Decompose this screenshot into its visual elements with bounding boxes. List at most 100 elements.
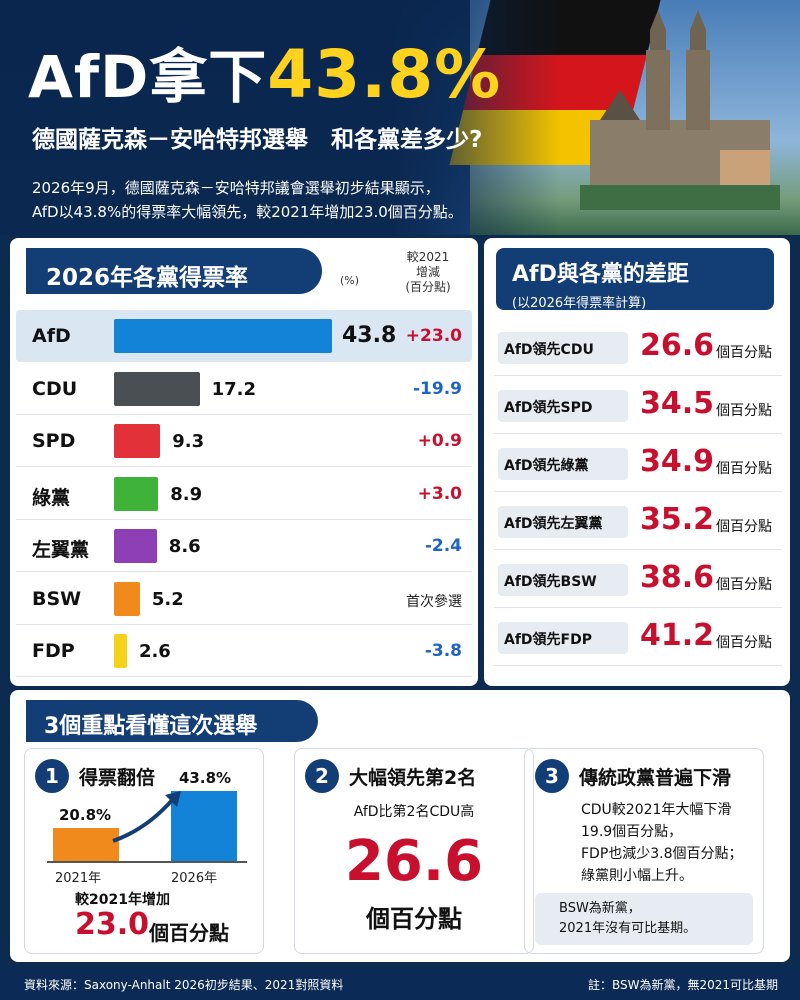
vote-share-value: 43.8 (342, 323, 397, 348)
decline-line-2: 19.9個百分點， (581, 824, 683, 840)
vote-share-bar (114, 371, 200, 406)
unit-label: (%) (340, 274, 360, 287)
change-header: 較2021 增減 (百分點) (388, 250, 468, 295)
party-row: 左翼黨 8.6 -2.4 (16, 520, 472, 572)
gap-value: 34.5 (640, 386, 715, 421)
axis-line (47, 861, 247, 863)
gap-row: AfD領先綠黨 34.9 個百分點 (494, 436, 782, 492)
gap-unit: 個百分點 (716, 519, 772, 535)
gap-unit: 個百分點 (716, 403, 772, 419)
vote-share-bar (114, 529, 157, 563)
party-name: 左翼黨 (32, 539, 90, 561)
party-row: BSW 5.2 首次參選 (16, 573, 472, 625)
header-banner: AfD拿下43.8% 德國薩克森－安哈特邦選舉 和各黨差多少? 2026年9月，… (0, 0, 800, 235)
vote-share-bar (114, 634, 127, 668)
gap-unit: 個百分點 (716, 577, 772, 593)
party-row: CDU 17.2 -19.9 (16, 363, 472, 415)
point-number-2: 2 (305, 759, 339, 793)
bsw-note-line-2: 2021年沒有可比基期。 (559, 921, 697, 936)
gap-subtitle: (以2026年得票率計算) (512, 296, 647, 311)
gap-row: AfD領先FDP 41.2 個百分點 (494, 610, 782, 666)
decline-line-3: FDP也減少3.8個百分點； (581, 846, 743, 862)
footer: 資料來源：Saxony-Anhalt 2026初步結果、2021對照資料 註：B… (0, 966, 800, 1000)
gap-row: AfD領先CDU 26.6 個百分點 (494, 320, 782, 376)
gap-row: AfD領先左翼黨 35.2 個百分點 (494, 494, 782, 550)
gap-unit: 個百分點 (716, 461, 772, 477)
gap-title-text: AfD與各黨的差距 (512, 262, 689, 287)
change-value: +23.0 (405, 326, 462, 346)
gap-label: AfD領先SPD (498, 390, 628, 422)
party-name: FDP (32, 640, 75, 662)
gap-unit: 個百分點 (716, 345, 772, 361)
bar-2026-label: 43.8% (179, 769, 232, 787)
gap-panel: AfD與各黨的差距 (以2026年得票率計算) AfD領先CDU 26.6 個百分點… (484, 238, 790, 686)
bsw-note-line-1: BSW為新黨， (559, 901, 641, 916)
gap-row: AfD領先SPD 34.5 個百分點 (494, 378, 782, 434)
party-name: CDU (32, 377, 78, 400)
party-name: 綠黨 (32, 486, 71, 509)
change-value: +3.0 (417, 483, 462, 504)
key-points-title: 3個重點看懂這次選舉 (26, 700, 318, 742)
intro-text: 2026年9月，德國薩克森－安哈特邦議會選舉初步結果顯示， AfD以43.8%的… (32, 176, 463, 224)
change-header-line-3: (百分點) (405, 280, 451, 294)
gap-value: 41.2 (640, 618, 715, 653)
change-value: 首次參選 (406, 593, 462, 610)
bar-2021 (53, 827, 119, 861)
party-row: 綠黨 8.9 +3.0 (16, 468, 472, 520)
card-2-title: 大幅領先第2名 (349, 767, 477, 789)
header-overlay (0, 0, 560, 235)
party-row: SPD 9.3 +0.9 (16, 415, 472, 467)
change-value: -3.8 (424, 641, 462, 661)
change-value: +0.9 (417, 431, 462, 451)
gap-label: AfD領先FDP (498, 622, 628, 654)
key-point-card-3: 3 傳統政黨普遍下滑 CDU較2021年大幅下滑 19.9個百分點， FDP也減… (524, 748, 764, 954)
year-2021-label: 2021年 (55, 871, 102, 886)
vote-share-bar (114, 424, 161, 458)
vote-share-value: 9.3 (172, 431, 205, 452)
change-header-line-1: 較2021 (406, 250, 450, 264)
party-name: SPD (32, 430, 76, 452)
card-3-title: 傳統政黨普遍下滑 (579, 767, 732, 789)
gap-label: AfD領先綠黨 (498, 448, 628, 480)
title-percentage: 43.8% (267, 36, 502, 113)
vote-share-panel: 2026年各黨得票率 (%) 較2021 增減 (百分點) AfD 43.8 +23… (10, 238, 478, 686)
party-name: AfD (32, 325, 71, 347)
change-value: -19.9 (413, 378, 462, 399)
decline-line-1: CDU較2021年大幅下滑 (581, 802, 732, 818)
intro-line-1: 2026年9月，德國薩克森－安哈特邦議會選舉初步結果顯示， (32, 179, 440, 197)
page-title: AfD拿下43.8% (28, 36, 502, 113)
bar-2026 (171, 791, 237, 861)
page-subtitle: 德國薩克森－安哈特邦選舉 和各黨差多少? (32, 127, 483, 153)
gap-value: 26.6 (640, 328, 715, 363)
vote-share-value: 2.6 (138, 641, 171, 662)
point-number-1: 1 (35, 759, 69, 793)
key-point-card-2: 2 大幅領先第2名 AfD比第2名CDU高 26.6 個百分點 (294, 748, 534, 954)
gap-label: AfD領先左翼黨 (498, 506, 628, 538)
vote-share-value: 17.2 (211, 378, 257, 400)
increase-value: 23.0 (75, 907, 150, 942)
bar-2021-label: 20.8% (59, 805, 112, 824)
point-number-3: 3 (535, 759, 569, 793)
lead-description: AfD比第2名CDU高 (353, 804, 475, 820)
gap-value: 34.9 (640, 444, 715, 479)
vote-share-bar (114, 581, 140, 616)
year-2026-label: 2026年 (171, 871, 218, 886)
vote-share-title: 2026年各黨得票率 (26, 248, 322, 294)
party-row: AfD 43.8 +23.0 (16, 310, 472, 362)
key-points-panel: 3個重點看懂這次選舉 1 得票翻倍 20.8% 43.8% 2021年 2026… (10, 690, 790, 962)
bsw-note-box: BSW為新黨， 2021年沒有可比基期。 (535, 893, 753, 945)
increase-unit: 個百分點 (149, 921, 229, 945)
gap-label: AfD領先CDU (498, 332, 628, 364)
increase-label: 較2021年增加 (75, 892, 170, 908)
cathedral-icon (580, 10, 780, 210)
vote-share-bar (114, 319, 332, 353)
decline-line-4: 綠黨則小幅上升。 (581, 868, 693, 884)
gap-value: 38.6 (640, 560, 715, 595)
footer-note: 註：BSW為新黨，無2021可比基期 (587, 978, 778, 992)
lead-value: 26.6 (344, 829, 484, 894)
change-header-line-2: 增減 (415, 265, 440, 279)
vote-share-value: 8.9 (170, 483, 203, 505)
lead-unit: 個百分點 (366, 905, 462, 933)
party-row: FDP 2.6 -3.8 (16, 625, 472, 677)
decline-text: CDU較2021年大幅下滑 19.9個百分點， FDP也減少3.8個百分點； 綠… (581, 799, 743, 887)
